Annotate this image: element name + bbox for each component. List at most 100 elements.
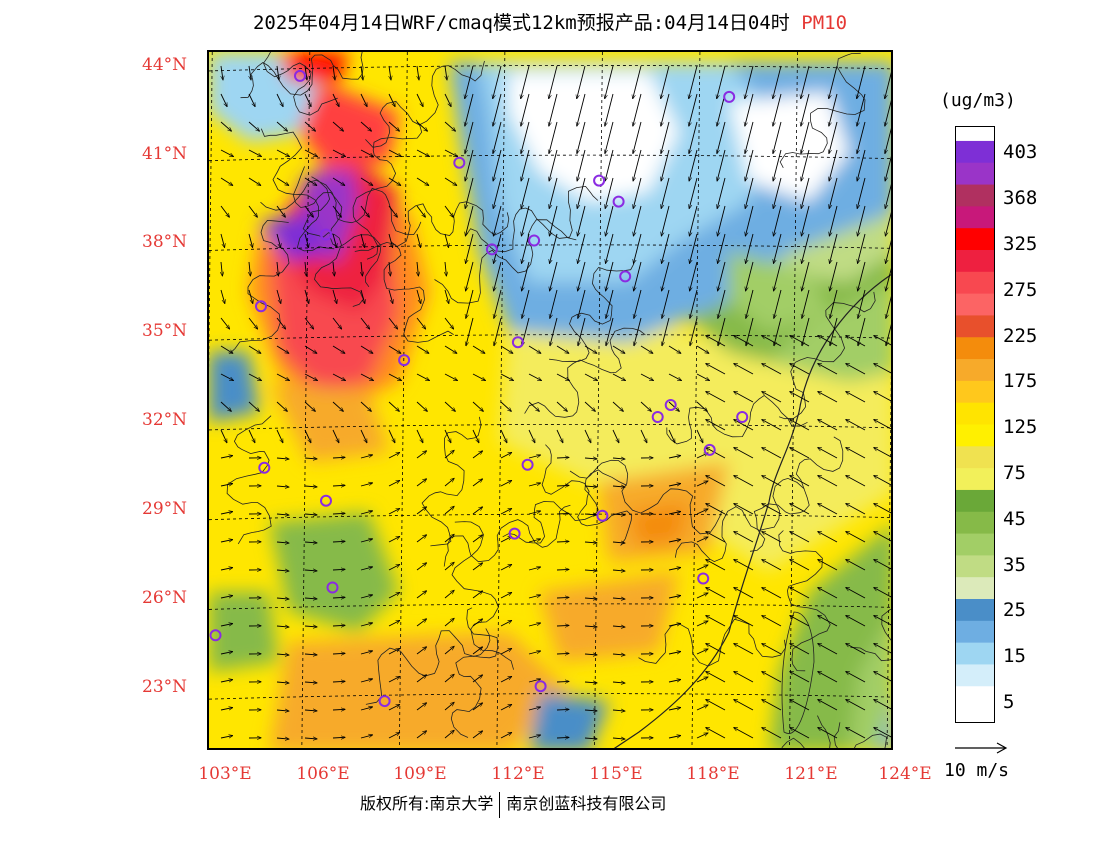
legend-label-5: 5	[1003, 691, 1015, 713]
wind-vector	[668, 345, 681, 353]
wind-vector	[472, 373, 485, 381]
wind-vector	[549, 93, 558, 126]
lat-label-23: 23°N	[142, 677, 188, 697]
city-station-marker	[326, 581, 339, 594]
wind-vector	[556, 401, 567, 411]
wind-vector	[846, 532, 866, 543]
wind-vector	[360, 455, 373, 459]
wind-vector	[668, 624, 681, 627]
parallel-line	[209, 334, 891, 341]
wind-vector	[790, 560, 810, 571]
wind-vector	[249, 65, 251, 80]
city-station-marker	[534, 680, 547, 693]
wind-vector	[885, 100, 891, 126]
wind-vector	[304, 373, 317, 381]
colorbar-swatch	[956, 293, 994, 316]
city-station-marker	[736, 411, 749, 423]
wind-vector	[388, 733, 400, 739]
wind-vector	[668, 456, 681, 459]
wind-vector	[304, 149, 317, 157]
wind-vector	[885, 127, 891, 154]
wind-vector	[612, 345, 625, 353]
wind-vector	[556, 597, 569, 598]
wind-vector	[472, 345, 485, 353]
wind-vector	[605, 93, 614, 126]
wind-vector	[818, 532, 838, 543]
wind-vector	[612, 514, 625, 515]
wind-vector	[360, 595, 373, 599]
legend-label-275: 275	[1003, 279, 1038, 301]
legend-label-125: 125	[1003, 416, 1038, 438]
wind-vector	[790, 616, 810, 627]
wind-vector	[416, 289, 421, 304]
wind-vector	[332, 233, 337, 248]
wind-vector	[829, 93, 838, 126]
wind-vector	[360, 539, 373, 543]
wind-vector	[874, 644, 891, 654]
wind-vector	[801, 93, 810, 126]
colorbar-swatch	[956, 271, 994, 295]
wind-vector	[444, 562, 454, 571]
wind-vector	[444, 429, 451, 443]
wind-vector	[706, 700, 726, 711]
wind-vector	[661, 149, 670, 181]
wind-vector	[388, 289, 393, 304]
wind-vector	[388, 481, 400, 487]
wind-vector	[466, 317, 474, 346]
wind-vector	[633, 149, 642, 181]
colorbar-swatch	[956, 249, 994, 273]
wind-vector	[360, 567, 373, 571]
wind-vector	[774, 261, 782, 291]
wind-vector	[846, 448, 866, 459]
wind-vector	[734, 336, 754, 347]
wind-vector	[416, 619, 427, 627]
wind-vector	[500, 453, 512, 459]
wind-vector	[360, 511, 373, 515]
wind-vector	[556, 625, 569, 626]
wind-vector	[465, 93, 474, 126]
wind-vector	[857, 121, 866, 154]
wind-vector	[606, 317, 614, 346]
wind-vector	[689, 93, 698, 126]
city-station-marker	[258, 461, 271, 474]
wind-vector	[556, 457, 569, 458]
wind-vector	[550, 233, 558, 263]
wind-vector	[360, 205, 369, 217]
wind-vector	[634, 289, 642, 318]
wind-vector	[706, 420, 726, 431]
wind-vector	[550, 317, 558, 346]
wind-vector	[416, 93, 423, 107]
wind-vector	[696, 733, 708, 739]
city-station-marker	[723, 90, 736, 103]
province-border	[569, 459, 723, 535]
wind-vector	[734, 616, 754, 627]
wind-vector	[528, 429, 535, 443]
wind-vector	[612, 542, 625, 543]
city-station-marker	[596, 509, 609, 522]
wind-vector	[612, 738, 625, 739]
wind-vector	[332, 149, 345, 157]
wind-vector	[818, 616, 838, 627]
wind-vector	[634, 233, 642, 263]
wind-vector	[886, 324, 891, 346]
wind-vector	[874, 364, 891, 374]
wind-vector	[801, 65, 810, 99]
wind-vector	[556, 485, 569, 486]
product-name: PM10	[801, 12, 848, 34]
wind-vector	[360, 121, 372, 131]
wind-vector	[361, 65, 363, 80]
wind-vector	[521, 149, 530, 181]
wind-vector	[640, 429, 647, 443]
wind-vector	[276, 458, 289, 459]
wind-vector	[801, 177, 810, 209]
wind-vector	[332, 429, 339, 443]
lat-label-26: 26°N	[142, 588, 188, 608]
province-border	[260, 128, 335, 252]
wind-vector	[248, 317, 258, 329]
wind-vector	[606, 289, 614, 318]
copyright-left: 版权所有:南京大学	[360, 794, 494, 813]
legend-label-15: 15	[1003, 645, 1026, 667]
graticule	[209, 52, 891, 748]
wind-vector	[332, 681, 345, 682]
wind-vector	[696, 345, 709, 353]
